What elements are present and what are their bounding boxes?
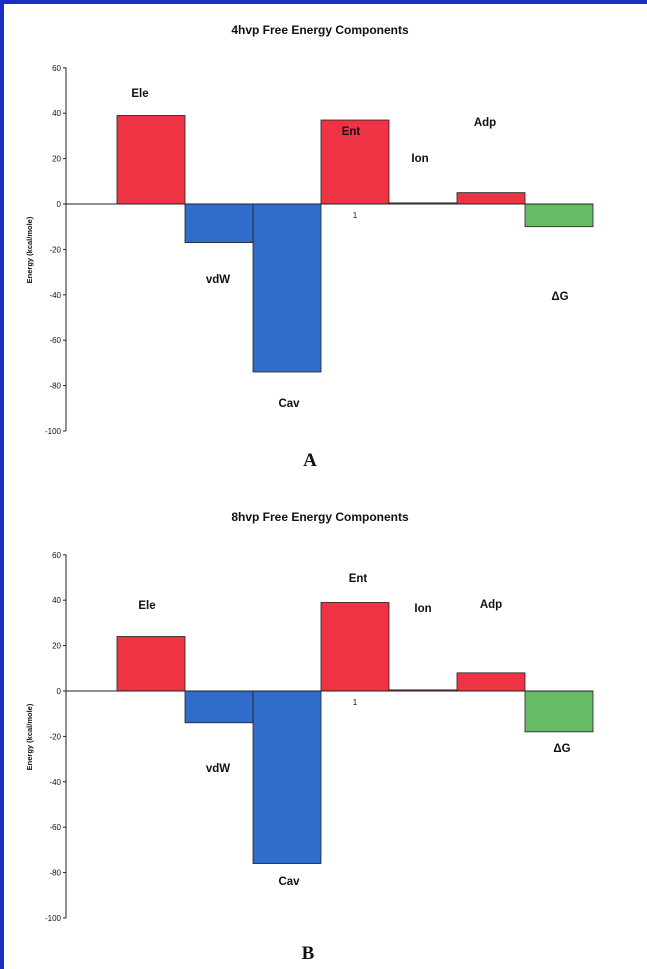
bar-vdw [184,203,254,243]
y-axis-label: Energy (kcal/mole) [25,216,34,283]
bar-deltag [524,203,594,228]
bar-cav [252,203,322,373]
chart-title: 4hvp Free Energy Components [231,23,409,37]
y-tick-label: 60 [52,551,61,560]
y-tick-label: -80 [49,869,61,878]
bar-label: Cav [278,398,300,410]
chart-panel-b: 8hvp Free Energy Components Energy (kcal… [25,510,594,964]
panel-label: B [302,943,315,964]
bar-ent [320,602,390,692]
bar-ele [116,115,186,205]
y-tick-label: -80 [49,382,61,391]
bar-label: Ele [138,600,155,612]
bar-label: Cav [278,876,300,888]
y-tick-label: -60 [49,336,61,345]
chart-panel-a: 4hvp Free Energy Components Energy (kcal… [25,23,594,471]
bar-cav [252,690,322,864]
bar-label: Ent [349,573,368,585]
y-tick-label: 0 [57,200,62,209]
y-tick-label: -60 [49,823,61,832]
y-tick-label: 20 [52,155,61,164]
bar-deltag [524,690,594,733]
x-category-label: 1 [353,698,358,707]
y-tick-label: 60 [52,64,61,73]
y-tick-label: -100 [45,914,62,923]
y-tick-label: 0 [57,687,62,696]
bar-vdw [184,690,254,724]
bar-adp [456,672,526,692]
bar-ent [320,119,390,205]
bar-adp [456,192,526,205]
bar-label: vdW [206,274,230,286]
x-category-label: 1 [353,211,358,220]
y-tick-label: 20 [52,642,61,651]
bar-label: Ele [131,88,148,100]
y-tick-label: -20 [49,732,61,741]
y-tick-label: -100 [45,427,62,436]
bar-label: ΔG [553,743,570,755]
bar-label: ΔG [551,291,568,303]
bar-ele [116,636,186,692]
y-tick-label: -40 [49,291,61,300]
bar-label: Adp [474,117,496,129]
y-axis-label: Energy (kcal/mole) [25,703,34,770]
panel-label: A [303,450,317,471]
chart-title: 8hvp Free Energy Components [231,510,409,524]
y-tick-label: 40 [52,109,61,118]
bar-label: Ent [342,126,361,138]
bar-label: Adp [480,599,502,611]
bar-label: vdW [206,763,230,775]
bar-label: Ion [414,603,431,615]
bar-label: Ion [411,153,428,165]
y-tick-label: -20 [49,245,61,254]
y-tick-label: 40 [52,596,61,605]
y-tick-label: -40 [49,778,61,787]
